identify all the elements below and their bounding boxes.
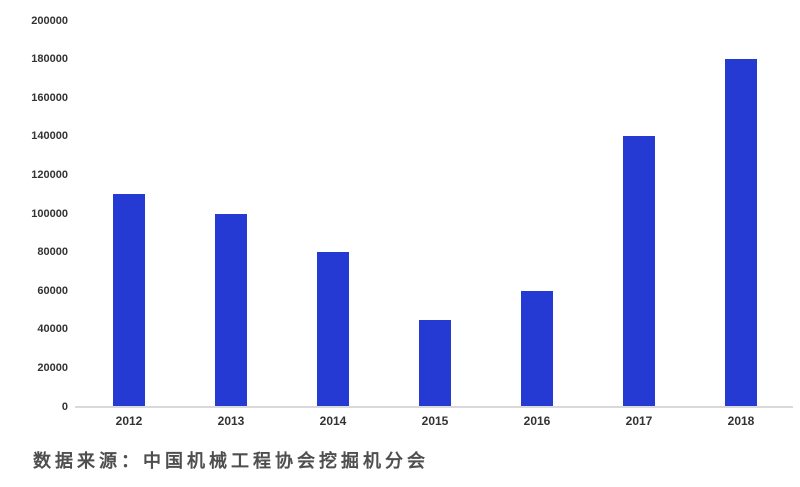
y-tick-label: 20000 — [37, 361, 68, 374]
bar-2012 — [113, 194, 145, 407]
x-axis-line — [75, 406, 793, 408]
bar-2015 — [419, 319, 451, 407]
y-tick-label: 180000 — [31, 53, 68, 66]
y-tick-label: 100000 — [31, 207, 68, 220]
y-tick-label: 200000 — [31, 14, 68, 27]
bar-2013 — [215, 213, 247, 407]
x-tick-label: 2014 — [319, 414, 347, 428]
x-tick-label: 2018 — [727, 414, 755, 428]
bar-2018 — [725, 59, 757, 407]
bar-2017 — [623, 136, 655, 407]
bar-2016 — [521, 290, 553, 407]
y-tick-label: 0 — [61, 400, 68, 413]
y-tick-label: 40000 — [37, 323, 68, 336]
y-tick-label: 60000 — [37, 284, 68, 297]
y-tick-label: 80000 — [37, 246, 68, 259]
y-tick-label: 140000 — [31, 130, 68, 143]
x-tick-label: 2015 — [421, 414, 449, 428]
x-tick-label: 2016 — [523, 414, 551, 428]
x-tick-label: 2013 — [217, 414, 245, 428]
bar-2014 — [317, 252, 349, 407]
y-tick-label: 160000 — [31, 91, 68, 104]
data-source-note: 数据来源：中国机械工程协会挖掘机分会 — [33, 451, 429, 472]
y-tick-label: 120000 — [31, 168, 68, 181]
x-tick-label: 2012 — [115, 414, 143, 428]
x-tick-label: 2017 — [625, 414, 653, 428]
